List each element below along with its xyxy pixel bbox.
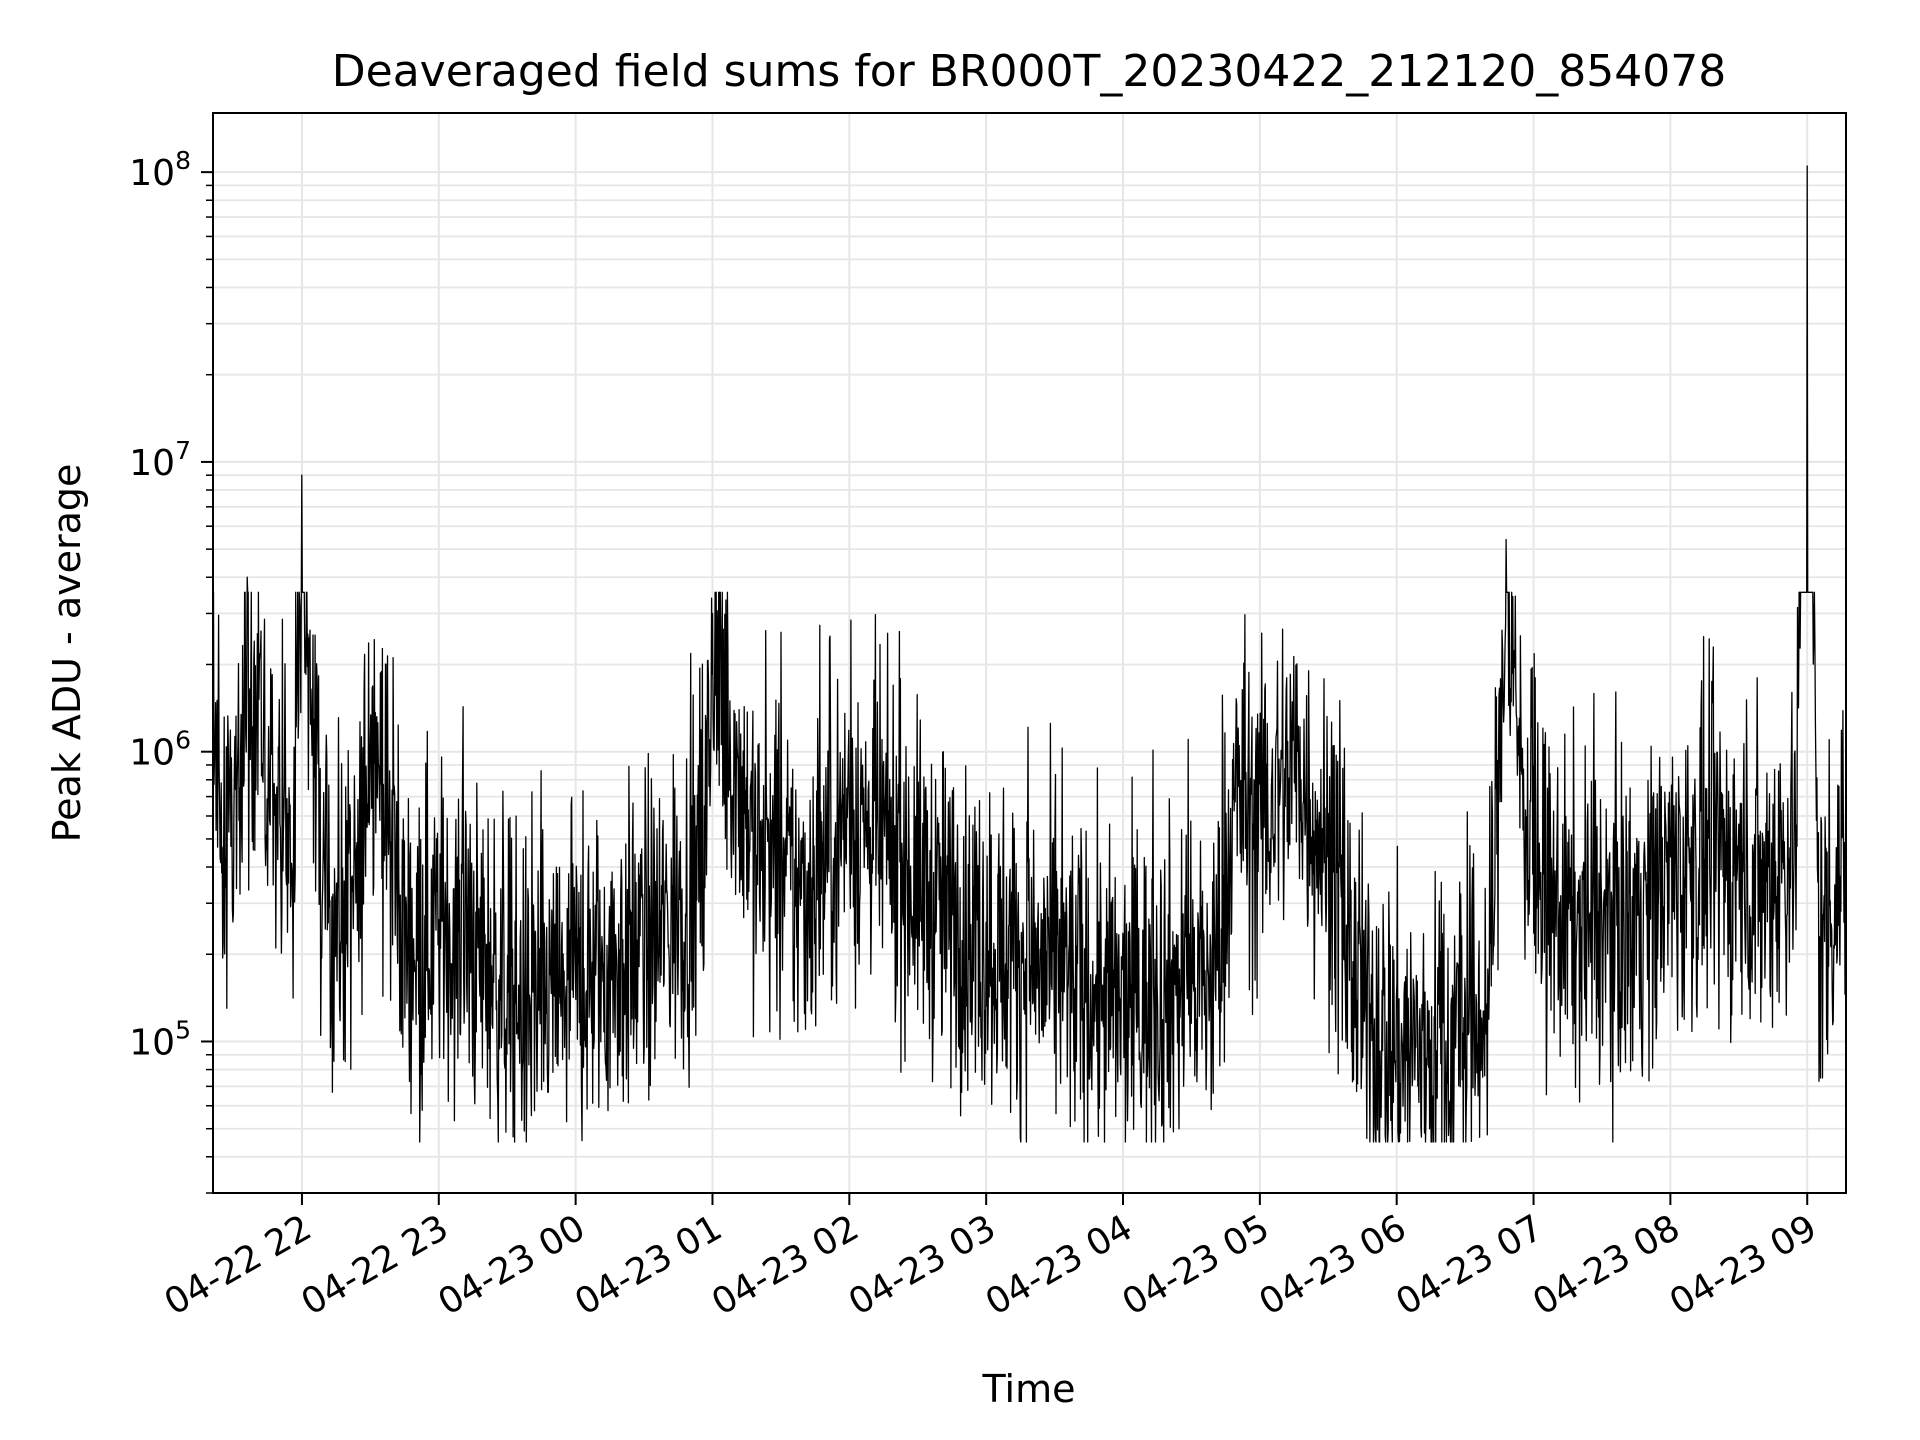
data-point: [940, 851, 942, 853]
y-tick-label: 105: [129, 1015, 191, 1063]
data-point: [620, 902, 622, 904]
data-point: [666, 866, 668, 868]
data-point: [1396, 990, 1398, 992]
data-point: [438, 866, 440, 868]
data-point: [1806, 165, 1808, 167]
data-point: [575, 925, 577, 927]
data-point: [1236, 728, 1238, 730]
data-point: [529, 953, 531, 955]
data-point: [985, 883, 987, 885]
data-point: [267, 751, 269, 753]
data-point: [358, 838, 360, 840]
data-point: [1293, 700, 1295, 702]
series-line: [212, 165, 1847, 1143]
data-point: [1505, 539, 1507, 541]
data-point: [1213, 925, 1215, 927]
data-point: [292, 815, 294, 817]
y-tick-label: 107: [129, 436, 191, 484]
data-point: [1578, 866, 1580, 868]
data-point: [1487, 953, 1489, 955]
y-tick-label: 106: [129, 726, 191, 774]
data-point: [1715, 796, 1717, 798]
data-point: [1168, 925, 1170, 927]
data-point: [1761, 826, 1763, 828]
data-point: [1624, 866, 1626, 868]
data-point: [1327, 796, 1329, 798]
data-point: [404, 883, 406, 885]
series-layer: [212, 165, 1847, 1143]
data-point: [301, 474, 303, 476]
data-point: [803, 838, 805, 840]
data-point: [1362, 953, 1364, 955]
data-point: [1031, 902, 1033, 904]
data-point: [1122, 953, 1124, 955]
data-point: [894, 796, 896, 798]
data-point: [246, 576, 248, 578]
x-axis-label: Time: [982, 1367, 1076, 1411]
data-point: [233, 796, 235, 798]
data-point: [324, 866, 326, 868]
data-point: [1795, 779, 1797, 781]
data-point: [1259, 764, 1261, 766]
data-point: [1818, 883, 1820, 885]
data-point: [757, 796, 759, 798]
plot-frame: [212, 112, 1847, 1194]
data-point: [702, 815, 704, 817]
chart-title: Deaveraged field sums for BR000T_2023042…: [332, 46, 1727, 97]
data-point: [1441, 990, 1443, 992]
y-tick-label: 108: [129, 146, 191, 194]
data-point: [1533, 838, 1535, 840]
data-point: [1669, 815, 1671, 817]
data-point: [369, 635, 371, 637]
data-point: [712, 612, 714, 614]
y-axis: 105 106 107 108: [129, 146, 213, 1194]
y-axis-label: Peak ADU - average: [45, 464, 89, 843]
data-point: [483, 902, 485, 904]
data-point: [1076, 925, 1078, 927]
data-point: [848, 751, 850, 753]
